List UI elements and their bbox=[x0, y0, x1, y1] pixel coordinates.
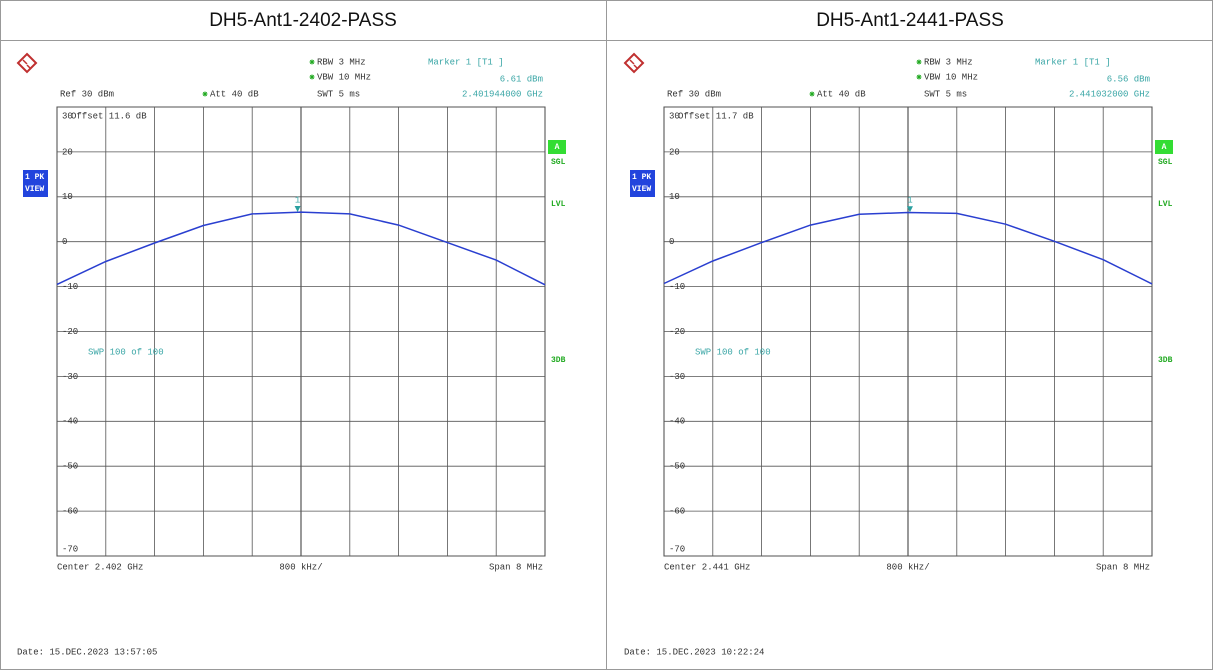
star bbox=[309, 59, 315, 65]
y-tick-label: -60 bbox=[62, 506, 78, 516]
offset: Offset 11.7 dB bbox=[678, 111, 754, 121]
status-label: LVL bbox=[1158, 200, 1173, 209]
ref-level: Ref 30 dBm bbox=[60, 89, 114, 99]
status-label: 3DB bbox=[1158, 356, 1173, 365]
y-tick-label: -70 bbox=[62, 544, 78, 554]
rbw: RBW 3 MHz bbox=[317, 57, 366, 67]
marker-triangle bbox=[906, 206, 913, 213]
star bbox=[916, 74, 922, 80]
y-tick-label: -60 bbox=[669, 506, 685, 516]
status-label: LVL bbox=[551, 200, 566, 209]
sweep-count: SWP 100 of 100 bbox=[695, 347, 771, 357]
logo-mark bbox=[22, 59, 32, 70]
rbw: RBW 3 MHz bbox=[924, 57, 973, 67]
trace-label: 1 PK bbox=[632, 173, 651, 182]
y-tick-label: 10 bbox=[669, 192, 680, 202]
per-division: 800 kHz/ bbox=[886, 562, 929, 572]
star bbox=[202, 91, 208, 97]
sweep-time: SWT 5 ms bbox=[317, 89, 360, 99]
y-tick-label: -40 bbox=[62, 417, 78, 427]
y-tick-label: 30 bbox=[669, 111, 680, 121]
vbw: VBW 10 MHz bbox=[924, 72, 978, 82]
marker-number: 1 bbox=[295, 195, 300, 205]
trace-box bbox=[630, 170, 655, 197]
status-box bbox=[548, 140, 566, 154]
marker-label: Marker 1 [T1 ] bbox=[1035, 57, 1111, 67]
y-tick-label: -70 bbox=[669, 544, 685, 554]
vbw: VBW 10 MHz bbox=[317, 72, 371, 82]
status-label: SGL bbox=[1158, 158, 1173, 167]
marker-label: Marker 1 [T1 ] bbox=[428, 57, 504, 67]
status-box bbox=[1155, 140, 1173, 154]
trace-label: VIEW bbox=[632, 185, 651, 194]
per-division: 800 kHz/ bbox=[279, 562, 322, 572]
marker-triangle bbox=[294, 206, 301, 213]
attenuation: Att 40 dB bbox=[817, 89, 866, 99]
y-tick-label: -30 bbox=[62, 372, 78, 382]
star bbox=[809, 91, 815, 97]
trace-label: 1 PK bbox=[25, 173, 44, 182]
panel-title: DH5-Ant1-2441-PASS bbox=[816, 10, 1004, 31]
marker-value: 6.61 dBm bbox=[500, 74, 543, 84]
y-tick-label: -10 bbox=[669, 282, 685, 292]
center-frequency: Center 2.402 GHz bbox=[57, 562, 143, 572]
y-tick-label: 10 bbox=[62, 192, 73, 202]
y-tick-label: -40 bbox=[669, 417, 685, 427]
offset: Offset 11.6 dB bbox=[71, 111, 147, 121]
center-frequency: Center 2.441 GHz bbox=[664, 562, 750, 572]
sweep-time: SWT 5 ms bbox=[924, 89, 967, 99]
marker-frequency: 2.401944000 GHz bbox=[462, 89, 543, 99]
span: Span 8 MHz bbox=[1096, 562, 1150, 572]
date: Date: 15.DEC.2023 13:57:05 bbox=[17, 647, 157, 657]
trace-box bbox=[23, 170, 48, 197]
panel-title: DH5-Ant1-2402-PASS bbox=[209, 10, 397, 31]
span: Span 8 MHz bbox=[489, 562, 543, 572]
y-tick-label: -50 bbox=[62, 462, 78, 472]
attenuation: Att 40 dB bbox=[210, 89, 259, 99]
status-label: SGL bbox=[551, 158, 566, 167]
trace-label: VIEW bbox=[25, 185, 44, 194]
date: Date: 15.DEC.2023 10:22:24 bbox=[624, 647, 764, 657]
y-tick-label: -30 bbox=[669, 372, 685, 382]
logo-mark bbox=[629, 59, 639, 70]
y-tick-label: -20 bbox=[669, 327, 685, 337]
y-tick-label: -10 bbox=[62, 282, 78, 292]
star bbox=[916, 59, 922, 65]
status-label: A bbox=[555, 143, 560, 152]
y-tick-label: -50 bbox=[669, 462, 685, 472]
trace-line bbox=[663, 211, 1153, 285]
y-tick-label: -20 bbox=[62, 327, 78, 337]
marker-number: 1 bbox=[907, 196, 912, 206]
ref-level: Ref 30 dBm bbox=[667, 89, 721, 99]
y-tick-label: 30 bbox=[62, 111, 73, 121]
status-label: A bbox=[1162, 143, 1167, 152]
trace-line bbox=[56, 211, 546, 286]
marker-value: 6.56 dBm bbox=[1107, 74, 1150, 84]
y-tick-label: 20 bbox=[669, 147, 680, 157]
status-label: 3DB bbox=[551, 356, 566, 365]
y-tick-label: 0 bbox=[669, 237, 674, 247]
y-tick-label: 20 bbox=[62, 147, 73, 157]
star bbox=[309, 74, 315, 80]
y-tick-label: 0 bbox=[62, 237, 67, 247]
marker-frequency: 2.441032000 GHz bbox=[1069, 89, 1150, 99]
sweep-count: SWP 100 of 100 bbox=[88, 347, 164, 357]
